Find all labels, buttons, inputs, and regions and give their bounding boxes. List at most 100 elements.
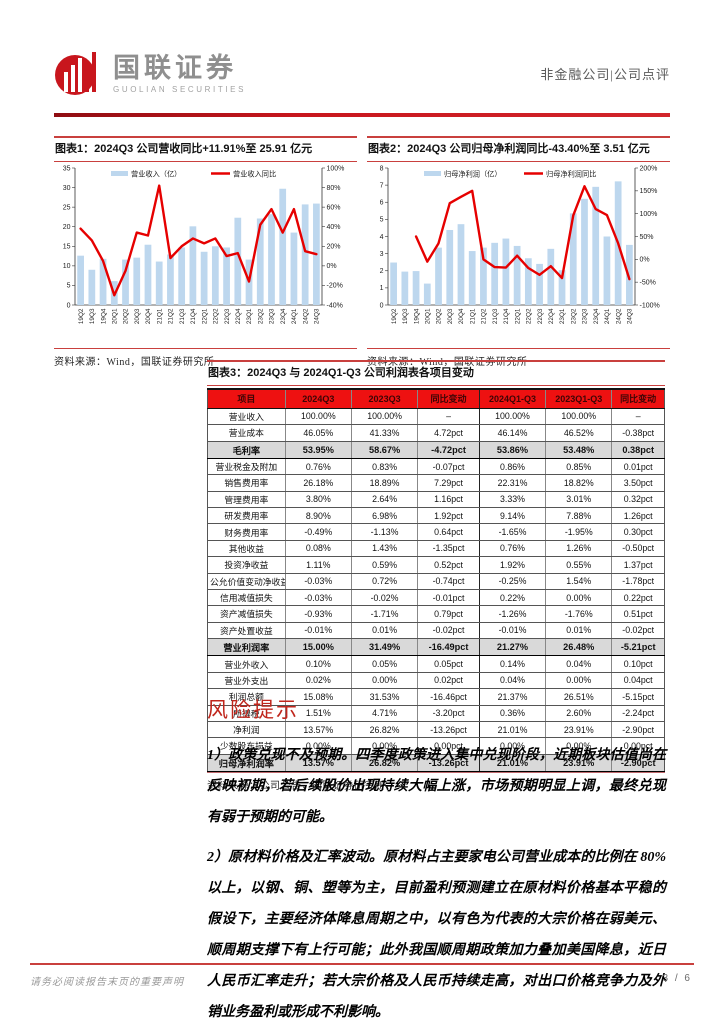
row-label: 净利润 — [207, 721, 286, 739]
cell: -0.07pct — [417, 458, 480, 476]
cell: -1.76% — [545, 605, 612, 623]
cell: 1.26pct — [611, 507, 665, 525]
cell: -5.21pct — [611, 637, 665, 657]
cell: 2.64% — [350, 491, 418, 509]
bar — [234, 217, 242, 305]
cell: 0.85% — [545, 458, 612, 476]
cell: -2.90pct — [611, 721, 665, 739]
cell: 7.29pct — [417, 474, 480, 492]
x-axis-label: 22Q3 — [224, 308, 231, 324]
row-label: 营业利润率 — [207, 637, 286, 657]
row-label: 销售费用率 — [207, 474, 286, 492]
bar — [133, 257, 141, 305]
table-row: 管理费用率 3.80% 2.64% 1.16pct 3.33% 3.01% 0.32pct — [207, 491, 665, 509]
row-label: 财务费用率 — [207, 523, 286, 541]
cell: 100.00% — [545, 408, 612, 426]
cell: -0.25% — [478, 573, 546, 590]
table-row: 资产减值损失 -0.93% -1.71% 0.79pct -1.26% -1.76% 0.5… — [207, 605, 665, 623]
bar — [446, 229, 454, 305]
cell: 21.01% — [478, 753, 546, 773]
table-row: 营业税金及附加 0.76% 0.83% -0.07pct 0.86% 0.85% 0.01p… — [207, 458, 665, 476]
cell: 58.67% — [350, 440, 418, 459]
cell: 0.00% — [478, 737, 546, 755]
cell: 0.00% — [545, 737, 612, 755]
cell: 0.86% — [478, 458, 546, 476]
table-body: 营业收入 100.00% 100.00% –100.00% 100.00% – 营业成本 46… — [207, 408, 665, 773]
x-axis-label: 20Q3 — [134, 308, 141, 324]
cell: 1.16pct — [417, 491, 480, 509]
right-axis-tick: -100% — [640, 302, 660, 309]
bar — [547, 248, 555, 305]
x-axis-label: 19Q4 — [413, 308, 420, 324]
x-axis-label: 21Q1 — [156, 308, 163, 324]
cell: 0.00pct — [417, 737, 480, 755]
bar — [122, 259, 129, 305]
table-row: 营业收入 100.00% 100.00% –100.00% 100.00% – — [207, 408, 665, 426]
cell: 15.08% — [284, 688, 352, 706]
cell: 23.91% — [545, 721, 612, 739]
cell: -1.26% — [478, 605, 546, 623]
cell: 1.11% — [284, 556, 352, 574]
legend-line-label: 营业收入同比 — [233, 169, 276, 178]
cell: -16.49pct — [417, 637, 480, 657]
x-axis-label: 21Q1 — [469, 308, 476, 324]
cell: 0.10pct — [611, 655, 665, 673]
bar — [581, 198, 588, 305]
left-axis-tick: 3 — [380, 251, 384, 258]
x-axis-label: 23Q1 — [246, 308, 253, 324]
cell: 0.30pct — [611, 523, 665, 541]
cell: -0.03% — [284, 573, 352, 590]
cell: 0.10% — [284, 655, 352, 673]
x-axis-label: 23Q2 — [570, 308, 577, 324]
table-header-cell: 2024Q3 — [284, 387, 352, 409]
x-axis-label: 23Q4 — [593, 308, 600, 324]
cell: 0.00% — [284, 737, 352, 755]
x-axis-label: 24Q3 — [627, 308, 634, 324]
cell: -16.46pct — [417, 688, 480, 706]
cell: 21.37% — [478, 688, 546, 706]
table-header-cell: 2023Q3 — [350, 387, 418, 409]
right-axis-tick: 40% — [327, 224, 341, 231]
table-row: 净利润 13.57% 26.82% -13.26pct 21.01% 23.91% -2.9… — [207, 721, 665, 739]
x-axis-label: 21Q4 — [190, 308, 197, 324]
left-axis-tick: 6 — [380, 199, 384, 206]
cell: 0.05pct — [417, 655, 480, 673]
cell: -1.35pct — [417, 540, 480, 558]
row-label: 营业外收入 — [207, 655, 286, 673]
row-label: 公允价值变动净收益 — [207, 573, 286, 590]
figure-1: 图表1：2024Q3 公司营收同比+11.91%至 25.91 亿元 0 5 10 1… — [54, 136, 357, 368]
cell: 0.04% — [545, 655, 612, 673]
row-label: 其他收益 — [207, 540, 286, 558]
cell: 26.82% — [350, 753, 418, 773]
cell: -0.50pct — [611, 540, 665, 558]
cell: 22.31% — [478, 474, 546, 492]
table-header-row: 项目 2024Q3 2023Q3 同比变动 2024Q1-Q3 2023Q1-Q3 同比变动 — [207, 387, 665, 409]
x-axis-label: 20Q4 — [458, 308, 465, 324]
bar — [423, 283, 431, 305]
cell: 1.54% — [545, 573, 612, 590]
cell: -0.01pct — [417, 589, 480, 607]
cell: 1.51% — [284, 705, 352, 722]
x-axis-label: 23Q3 — [582, 308, 589, 324]
cell: 0.64pct — [417, 523, 480, 541]
report-category: 非金融公司|公司点评 — [540, 67, 670, 82]
table-row: 资产处置收益 -0.01% 0.01% -0.02pct -0.01% 0.01% -0.0… — [207, 622, 665, 640]
legend-bar-swatch — [111, 170, 128, 176]
cell: -13.26pct — [417, 721, 480, 739]
cell: 0.02% — [284, 672, 352, 690]
right-axis-tick: 80% — [327, 185, 341, 192]
cell: 0.22pct — [611, 589, 665, 607]
income-statement-table-wrap: 项目 2024Q3 2023Q3 同比变动 2024Q1-Q3 2023Q1-Q3 同比变动… — [207, 387, 665, 773]
figure-1-chart-area: 0 5 10 15 20 25 30 35 -40% -20% 0% 20% 40% 60% 80% 100%… — [54, 162, 357, 349]
cell: 0.79pct — [417, 605, 480, 623]
bar — [390, 262, 397, 305]
figure-2-chart-area: 0 1 2 3 4 5 6 7 8 -100% -50% 0% 50% 100% 150% 200% 19Q2 1… — [367, 162, 670, 349]
bar — [412, 270, 420, 305]
cell: 1.37pct — [611, 556, 665, 574]
risk-paragraph-1: 1）政策兑现不及预期。四季度政策进入集中兑现阶段，近期板块估值尚在反映初期，若后… — [207, 748, 666, 825]
cell: 4.71% — [350, 705, 418, 722]
right-axis-tick: 0% — [327, 263, 337, 270]
brand-name: 国联证券 — [113, 53, 237, 84]
x-axis-label: 24Q3 — [314, 308, 321, 324]
bar — [189, 226, 197, 305]
